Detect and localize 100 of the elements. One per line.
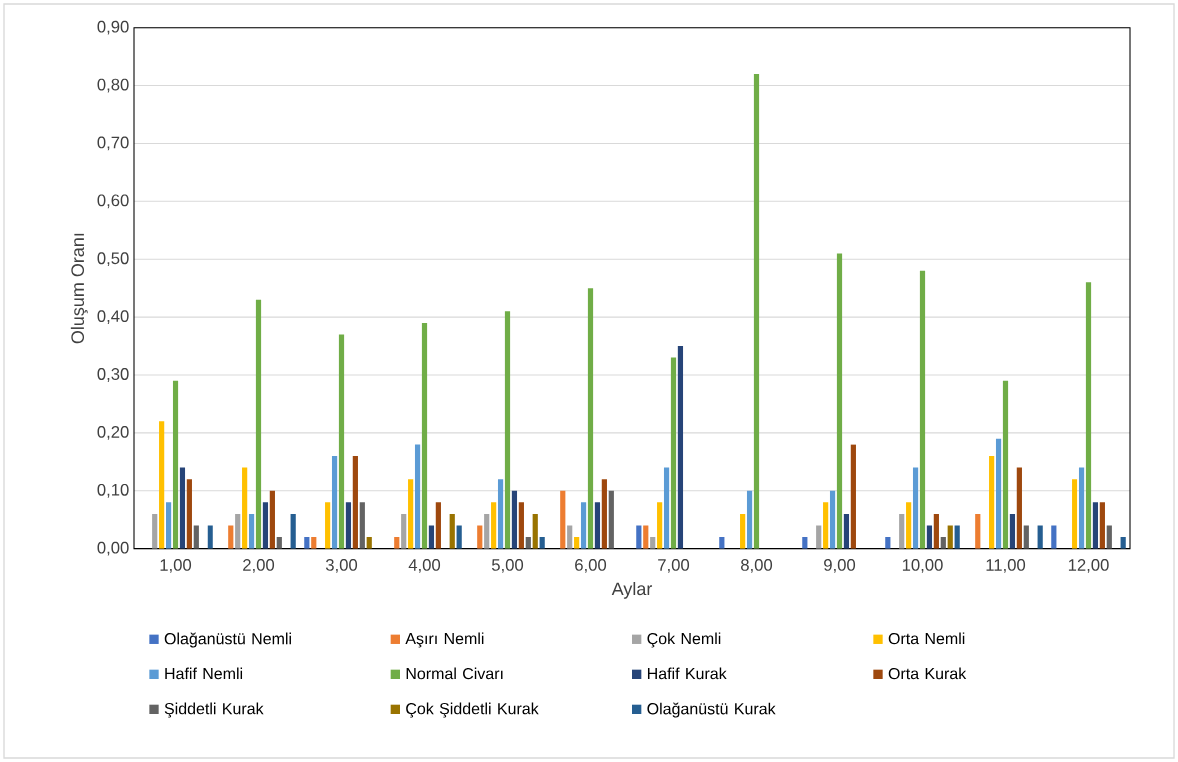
bar bbox=[207, 525, 213, 549]
bar bbox=[670, 357, 677, 549]
bar bbox=[587, 288, 594, 549]
y-tick-label: 0,90 bbox=[97, 20, 129, 35]
bar bbox=[394, 537, 400, 549]
bar bbox=[518, 502, 524, 549]
legend-label: Hafif Nemli bbox=[165, 667, 243, 680]
y-tick-label: 0,50 bbox=[97, 252, 129, 267]
bar bbox=[1051, 525, 1057, 549]
bar bbox=[428, 525, 435, 549]
bar bbox=[497, 479, 504, 549]
bar bbox=[159, 421, 165, 549]
bar bbox=[179, 467, 186, 549]
x-tick-label: 6,00 bbox=[575, 559, 607, 573]
bar bbox=[802, 537, 808, 549]
bar bbox=[532, 513, 538, 549]
legend-label: Aşırı Nemli bbox=[405, 632, 484, 648]
bar bbox=[906, 502, 912, 549]
bar bbox=[235, 513, 241, 549]
bar bbox=[1099, 502, 1105, 549]
bar bbox=[331, 456, 338, 549]
x-tick-label: 12,00 bbox=[1068, 559, 1109, 573]
bar bbox=[325, 502, 331, 549]
bar bbox=[525, 537, 531, 549]
legend-label: Orta Nemli bbox=[888, 632, 965, 645]
bar bbox=[152, 513, 158, 549]
bar bbox=[186, 479, 192, 549]
bar bbox=[338, 334, 345, 549]
x-axis-title: Aylar bbox=[611, 581, 653, 599]
bar bbox=[1023, 525, 1029, 549]
bar bbox=[899, 513, 905, 549]
bar bbox=[484, 513, 490, 549]
legend-label: Olağanüstü Kurak bbox=[647, 702, 776, 718]
bar bbox=[933, 513, 939, 549]
bar bbox=[248, 513, 255, 549]
bar bbox=[304, 537, 310, 549]
bar bbox=[636, 525, 642, 549]
bar bbox=[456, 525, 462, 549]
bar bbox=[1016, 467, 1022, 549]
bar bbox=[657, 502, 663, 549]
bar bbox=[449, 513, 455, 549]
bar bbox=[816, 525, 822, 549]
bar bbox=[663, 467, 670, 549]
bar bbox=[193, 525, 199, 549]
legend-label: Normal Civarı bbox=[406, 667, 503, 680]
bar bbox=[919, 270, 926, 549]
bar bbox=[650, 537, 656, 549]
bar bbox=[359, 502, 365, 549]
bar bbox=[574, 537, 580, 549]
bar bbox=[290, 513, 296, 549]
bar bbox=[677, 346, 684, 549]
bar bbox=[1078, 467, 1085, 549]
bar bbox=[1037, 525, 1043, 549]
y-tick-label: 0,30 bbox=[97, 368, 129, 382]
bar bbox=[1092, 502, 1099, 549]
x-tick-label: 7,00 bbox=[658, 559, 690, 573]
x-tick-label: 2,00 bbox=[243, 559, 275, 573]
bar bbox=[885, 537, 891, 549]
bar bbox=[345, 502, 352, 549]
y-tick-label: 0,70 bbox=[97, 136, 129, 151]
y-axis-title: Oluşum Oranı bbox=[70, 233, 88, 344]
x-tick-label: 3,00 bbox=[325, 559, 358, 573]
x-tick-label: 8,00 bbox=[741, 559, 773, 573]
bar bbox=[601, 479, 607, 549]
bar bbox=[172, 380, 179, 549]
bar bbox=[643, 525, 649, 549]
bar bbox=[746, 490, 753, 549]
bar bbox=[262, 502, 269, 549]
bar bbox=[435, 502, 441, 549]
y-tick-label: 0,60 bbox=[97, 194, 129, 209]
y-tick-label: 0,00 bbox=[97, 541, 129, 556]
bar bbox=[1120, 537, 1126, 549]
bar bbox=[608, 490, 614, 549]
bar bbox=[401, 513, 407, 549]
bar bbox=[843, 513, 850, 549]
bar bbox=[311, 537, 317, 549]
bar bbox=[408, 479, 414, 549]
bar bbox=[995, 438, 1002, 549]
legend-label: Çok Nemli bbox=[647, 632, 721, 648]
bar bbox=[989, 456, 995, 549]
bar bbox=[594, 502, 601, 549]
x-tick-label: 10,00 bbox=[902, 559, 943, 573]
bar bbox=[719, 537, 725, 549]
bar bbox=[228, 525, 234, 549]
bar bbox=[567, 525, 573, 549]
legend-label: Şiddetli Kurak bbox=[164, 702, 264, 718]
bar bbox=[165, 502, 172, 549]
legend-label: Orta Kurak bbox=[888, 667, 967, 680]
bar bbox=[823, 502, 829, 549]
legend-label: Olağanüstü Nemli bbox=[164, 632, 291, 648]
bar bbox=[1009, 513, 1016, 549]
bar bbox=[1106, 525, 1112, 549]
bar bbox=[1072, 479, 1078, 549]
x-tick-label: 5,00 bbox=[491, 559, 524, 573]
bar bbox=[491, 502, 497, 549]
bar bbox=[255, 299, 262, 549]
bar bbox=[539, 537, 545, 549]
y-tick-label: 0,40 bbox=[97, 310, 129, 324]
bar bbox=[414, 444, 421, 549]
bar bbox=[477, 525, 483, 549]
